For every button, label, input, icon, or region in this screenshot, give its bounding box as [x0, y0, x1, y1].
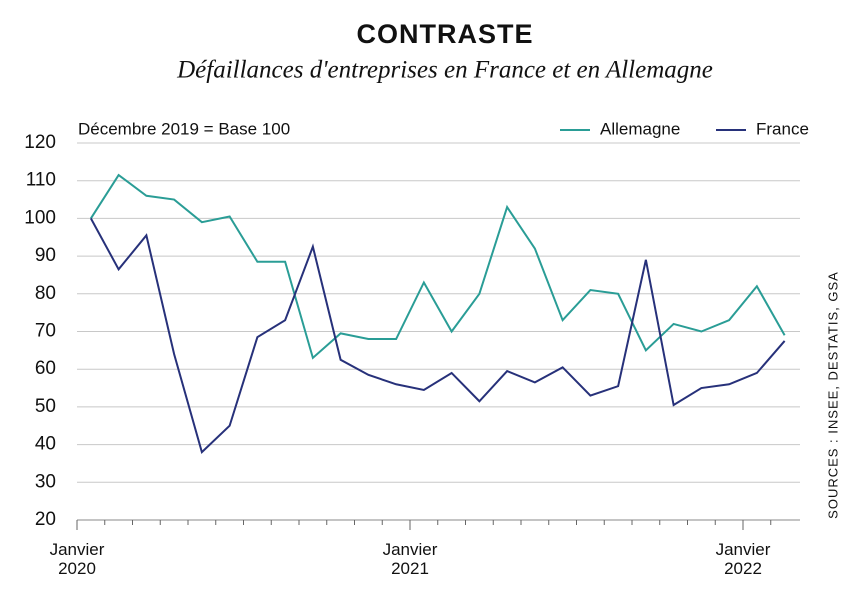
- y-tick-label: 50: [35, 396, 56, 417]
- y-tick-label: 120: [24, 132, 56, 153]
- y-tick-label: 60: [35, 358, 56, 379]
- line-series: [89, 217, 786, 455]
- y-tick-label: 40: [35, 434, 56, 455]
- y-tick-label: 80: [35, 283, 56, 304]
- y-tick-label: 20: [35, 509, 56, 530]
- y-tick-label: 70: [35, 321, 56, 342]
- y-tick-label: 90: [35, 245, 56, 266]
- chart-title: CONTRASTE: [357, 19, 534, 49]
- y-tick-label: 100: [24, 207, 56, 228]
- chart-subtitle: Défaillances d'entreprises en France et …: [176, 57, 713, 84]
- y-tick-label: 110: [26, 170, 56, 191]
- x-tick-label: Janvier 2022: [715, 540, 771, 578]
- annotation: Décembre 2019 = Base 100: [78, 119, 290, 138]
- x-tick-label: Janvier 2021: [382, 540, 438, 578]
- y-tick-label: 30: [35, 471, 56, 492]
- legend-label: Allemagne: [600, 119, 680, 138]
- source: SOURCES : INSEE, DESTATIS, GSA: [825, 271, 840, 519]
- x-tick-label: Janvier 2020: [49, 540, 105, 578]
- legend-label: France: [756, 119, 809, 138]
- line-series: [90, 173, 786, 360]
